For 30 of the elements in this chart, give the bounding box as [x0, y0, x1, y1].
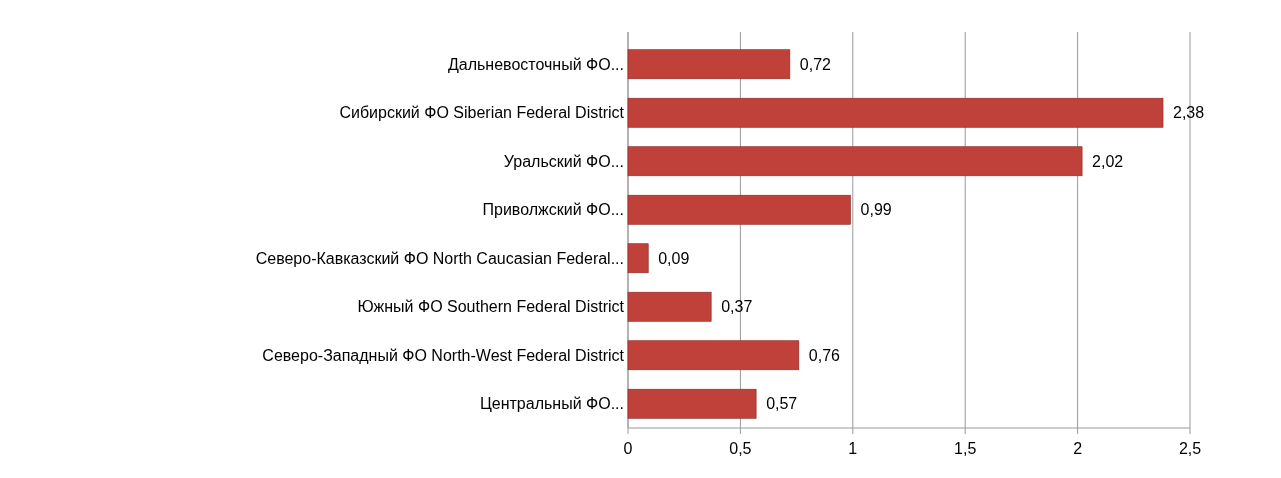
y-tick-label: Приволжский ФО...: [482, 201, 624, 219]
y-tick-label: Дальневосточный ФО...: [447, 55, 624, 73]
x-tick-label: 1: [848, 440, 858, 457]
data-label: 2,02: [1092, 152, 1124, 170]
y-tick-label: Северо-Кавказский ФО North Caucasian Federal...: [255, 249, 624, 267]
y-tick-label: Центральный ФО...: [479, 395, 624, 413]
bar: [627, 97, 1164, 128]
data-label: 0,76: [808, 346, 841, 364]
data-label: 2,38: [1173, 104, 1205, 122]
bar: [627, 388, 757, 419]
data-label: 0,37: [721, 298, 753, 316]
bar: [627, 146, 1083, 177]
x-tick-label: 2: [1073, 440, 1083, 457]
data-label: 0,57: [766, 395, 798, 413]
bar: [627, 243, 649, 274]
y-tick-label: Северо-Западный ФО North-West Federal District: [262, 346, 625, 364]
data-label: 0,09: [658, 249, 690, 267]
data-label: 0,99: [860, 201, 892, 219]
data-label: 0,72: [799, 55, 832, 73]
x-tick-label: 2,5: [1178, 440, 1202, 457]
bar: [627, 291, 712, 322]
x-tick-label: 1,5: [954, 440, 977, 457]
y-tick-label: Сибирский ФО Siberian Federal District: [339, 104, 625, 122]
x-tick-label: 0: [623, 440, 633, 457]
bar: [627, 49, 791, 80]
bar: [627, 194, 851, 225]
y-tick-label: Уральский ФО...: [503, 152, 624, 170]
y-tick-label: Южный ФО Southern Federal District: [357, 298, 625, 316]
bar: [627, 340, 800, 371]
x-tick-label: 0,5: [729, 440, 752, 457]
